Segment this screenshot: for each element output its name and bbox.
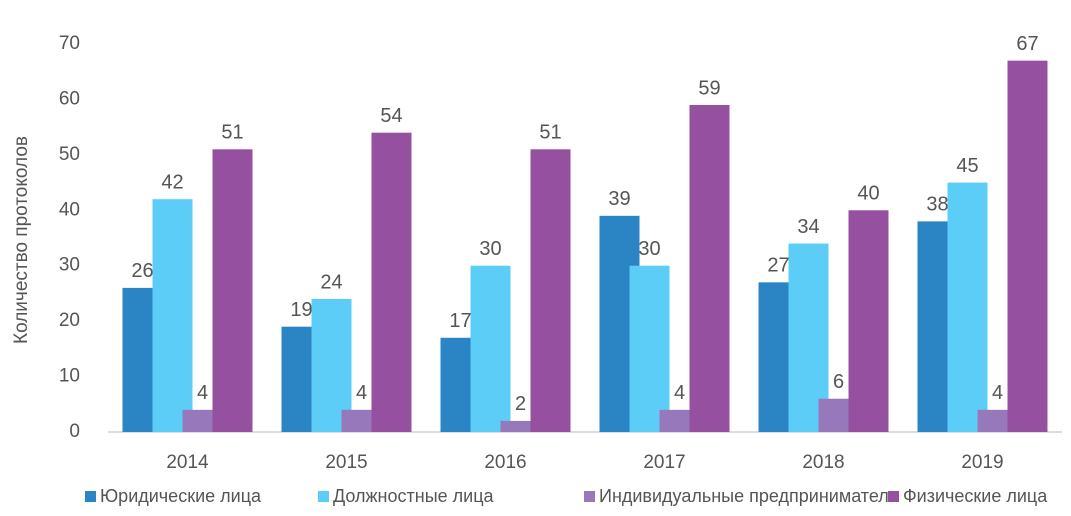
x-tick-label: 2014 xyxy=(166,452,209,473)
y-tick-label: 20 xyxy=(59,310,80,331)
legend-swatch xyxy=(888,491,899,502)
value-label: 19 xyxy=(290,299,312,321)
y-tick-label: 30 xyxy=(59,255,80,276)
y-tick-label: 0 xyxy=(69,421,80,442)
value-label: 4 xyxy=(992,382,1003,404)
bar xyxy=(947,182,988,432)
value-label: 4 xyxy=(674,382,685,404)
value-label: 38 xyxy=(926,194,948,216)
legend-label: Юридические лица xyxy=(100,486,262,506)
value-label: 17 xyxy=(449,310,471,332)
value-label: 26 xyxy=(131,260,153,282)
x-tick-label: 2019 xyxy=(961,452,1003,473)
x-tick-label: 2017 xyxy=(643,452,685,473)
bar xyxy=(212,149,253,433)
x-tick-label: 2016 xyxy=(484,452,526,473)
value-label: 40 xyxy=(857,183,879,205)
legend-label: Физические лица xyxy=(903,486,1048,506)
legend-label: Должностные лица xyxy=(333,486,495,506)
value-label: 67 xyxy=(1016,33,1038,55)
y-axis-label: Количество протоколов xyxy=(11,136,32,344)
value-label: 27 xyxy=(767,255,789,277)
y-tick-label: 40 xyxy=(59,199,80,220)
bar xyxy=(629,265,670,432)
value-label: 6 xyxy=(833,371,844,393)
value-label: 30 xyxy=(638,238,660,260)
value-label: 30 xyxy=(479,238,501,260)
y-tick-label: 70 xyxy=(59,33,80,54)
legend-swatch xyxy=(584,491,595,502)
legend-swatch xyxy=(85,491,96,502)
value-label: 51 xyxy=(539,122,561,144)
value-label: 59 xyxy=(698,77,720,99)
bar xyxy=(371,132,412,432)
legend-swatch xyxy=(318,491,329,502)
bar xyxy=(1007,60,1048,432)
bar xyxy=(848,210,889,432)
value-label: 39 xyxy=(608,188,630,210)
bar xyxy=(530,149,571,433)
y-tick-label: 50 xyxy=(59,144,80,165)
value-label: 34 xyxy=(797,216,819,238)
value-label: 54 xyxy=(380,105,402,127)
y-tick-label: 10 xyxy=(59,366,80,387)
y-tick-label: 60 xyxy=(59,88,80,109)
value-label: 45 xyxy=(956,155,978,177)
x-tick-label: 2018 xyxy=(802,452,844,473)
value-label: 4 xyxy=(356,382,367,404)
bar xyxy=(152,199,193,432)
x-tick-label: 2015 xyxy=(325,452,367,473)
bar xyxy=(470,265,511,432)
value-label: 24 xyxy=(320,271,342,293)
value-label: 42 xyxy=(161,171,183,193)
bar xyxy=(689,104,730,432)
value-label: 2 xyxy=(515,393,526,415)
value-label: 51 xyxy=(221,122,243,144)
value-label: 4 xyxy=(197,382,208,404)
bar xyxy=(500,420,541,432)
legend-label: Индивидуальные предприниматели xyxy=(599,486,899,506)
